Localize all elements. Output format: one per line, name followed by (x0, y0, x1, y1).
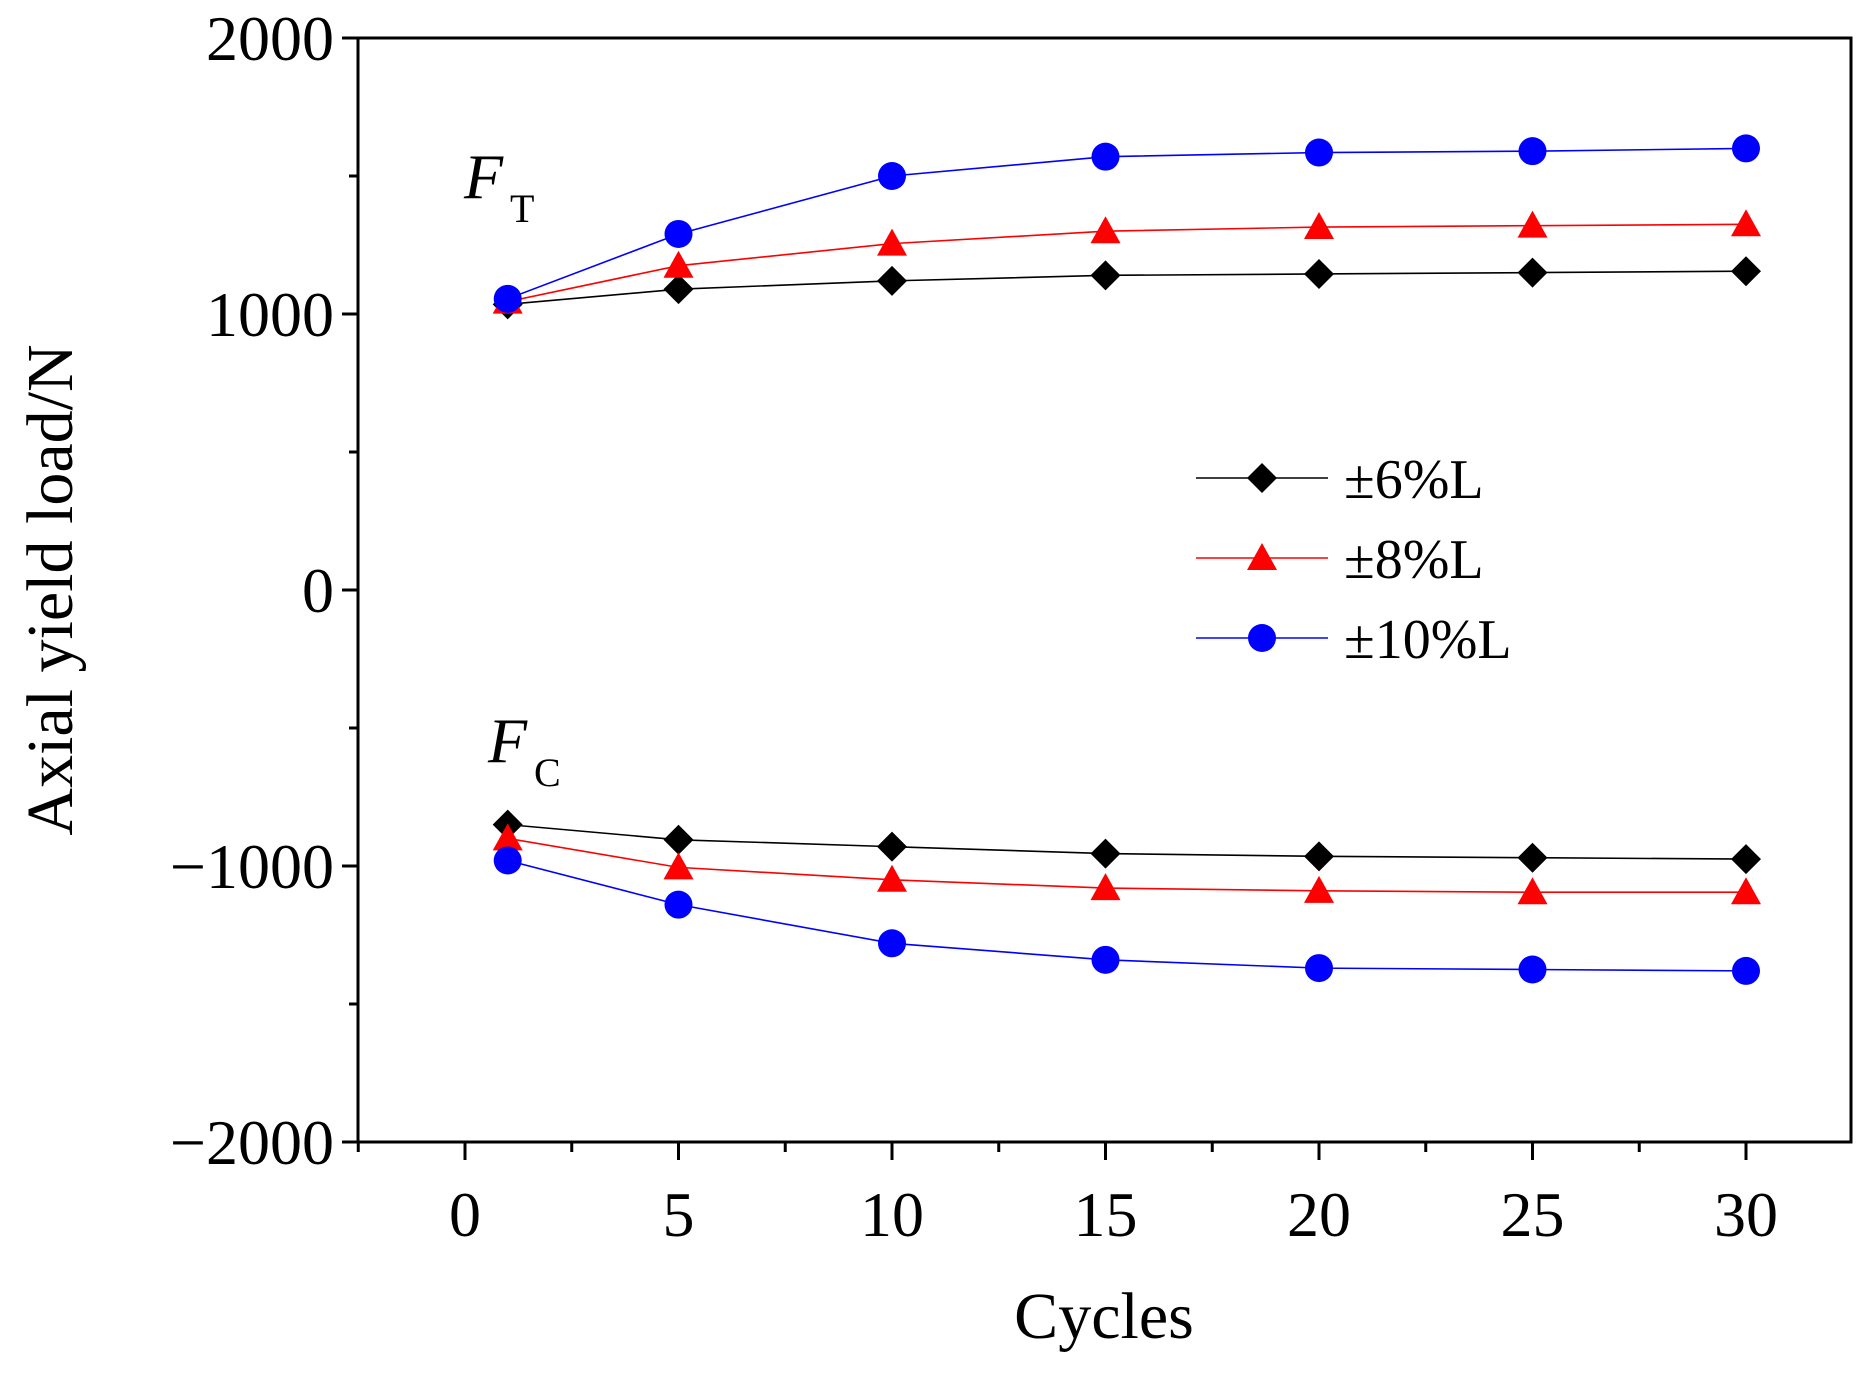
data-point (878, 162, 906, 190)
axis-ticks (342, 36, 1748, 1160)
series-layer (492, 134, 1761, 985)
data-point (1732, 134, 1760, 163)
data-point (1304, 875, 1334, 903)
annotations: F TF C (463, 141, 561, 795)
y-tick-label: 1000 (206, 279, 334, 350)
series-line (507, 147, 1747, 300)
data-point (1731, 256, 1761, 287)
series-line (507, 223, 1747, 303)
data-point (1731, 844, 1761, 875)
annotation-main: F (487, 705, 528, 776)
data-point (663, 274, 694, 305)
data-point (1517, 877, 1548, 905)
data-point (1090, 260, 1121, 291)
data-point (1731, 209, 1761, 237)
series-2 (493, 134, 1760, 313)
data-point (1091, 945, 1120, 974)
x-tick-label: 0 (449, 1179, 481, 1250)
data-point (878, 929, 906, 958)
data-point (1517, 842, 1548, 873)
series-1 (492, 209, 1761, 314)
tick-labels: −2000 −1000 0 1000 2000 0 5 10 15 20 25 30 (170, 3, 1778, 1250)
data-point (492, 823, 523, 851)
legend-entry: ±8%L (1196, 529, 1484, 591)
data-point (1090, 873, 1121, 901)
annotation-main: F (463, 141, 504, 212)
data-point (1731, 877, 1761, 905)
legend-marker (1248, 624, 1276, 652)
data-point (664, 890, 693, 919)
data-point (1518, 137, 1547, 166)
x-tick-label: 10 (860, 1179, 924, 1250)
data-point (877, 831, 907, 862)
y-tick-label: 2000 (206, 3, 334, 74)
y-tick-label: −1000 (170, 831, 334, 902)
data-point (1090, 216, 1121, 244)
series-4 (492, 823, 1761, 905)
data-point (877, 228, 907, 256)
x-tick-label: 20 (1287, 1179, 1351, 1250)
x-tick-label: 5 (663, 1179, 695, 1250)
annotation-sub: T (510, 186, 534, 231)
series-line (507, 823, 1747, 860)
data-point (1517, 210, 1548, 238)
series-line (507, 270, 1747, 306)
x-tick-label: 25 (1501, 1179, 1565, 1250)
data-point (877, 864, 907, 892)
x-axis-title: Cycles (1014, 1280, 1194, 1353)
data-point (493, 284, 522, 313)
legend-marker (1247, 543, 1277, 570)
data-point (1304, 258, 1334, 289)
data-point (1305, 954, 1333, 983)
data-point (1305, 138, 1333, 167)
data-point (877, 265, 907, 296)
legend-label: ±8%L (1344, 529, 1484, 591)
series-line (507, 859, 1747, 972)
plot-frame (356, 36, 1853, 1144)
data-point (663, 824, 694, 855)
legend-label: ±6%L (1344, 449, 1484, 511)
data-point (1517, 257, 1548, 288)
data-point (493, 846, 522, 875)
legend: ±6%L ±8%L ±10%L (1196, 449, 1512, 671)
data-point (1732, 956, 1760, 985)
legend-marker (1247, 463, 1277, 493)
data-point (1090, 838, 1121, 869)
y-tick-label: −2000 (170, 1107, 334, 1178)
legend-entry: ±10%L (1196, 609, 1512, 671)
annotation-sub: C (534, 750, 561, 795)
data-point (1091, 142, 1120, 171)
data-point (663, 250, 694, 278)
data-point (664, 219, 693, 248)
y-tick-label: 0 (302, 555, 334, 626)
data-point (1518, 955, 1547, 984)
series-3 (492, 809, 1761, 875)
data-point (663, 852, 694, 880)
x-tick-label: 15 (1074, 1179, 1138, 1250)
series-line (507, 837, 1746, 894)
series-5 (493, 846, 1760, 985)
data-point (1304, 212, 1334, 240)
legend-entry: ±6%L (1196, 449, 1484, 511)
x-tick-label: 30 (1714, 1179, 1778, 1250)
y-axis-title: Axial yield load/N (14, 344, 87, 835)
data-point (1304, 841, 1334, 872)
legend-label: ±10%L (1344, 609, 1512, 671)
